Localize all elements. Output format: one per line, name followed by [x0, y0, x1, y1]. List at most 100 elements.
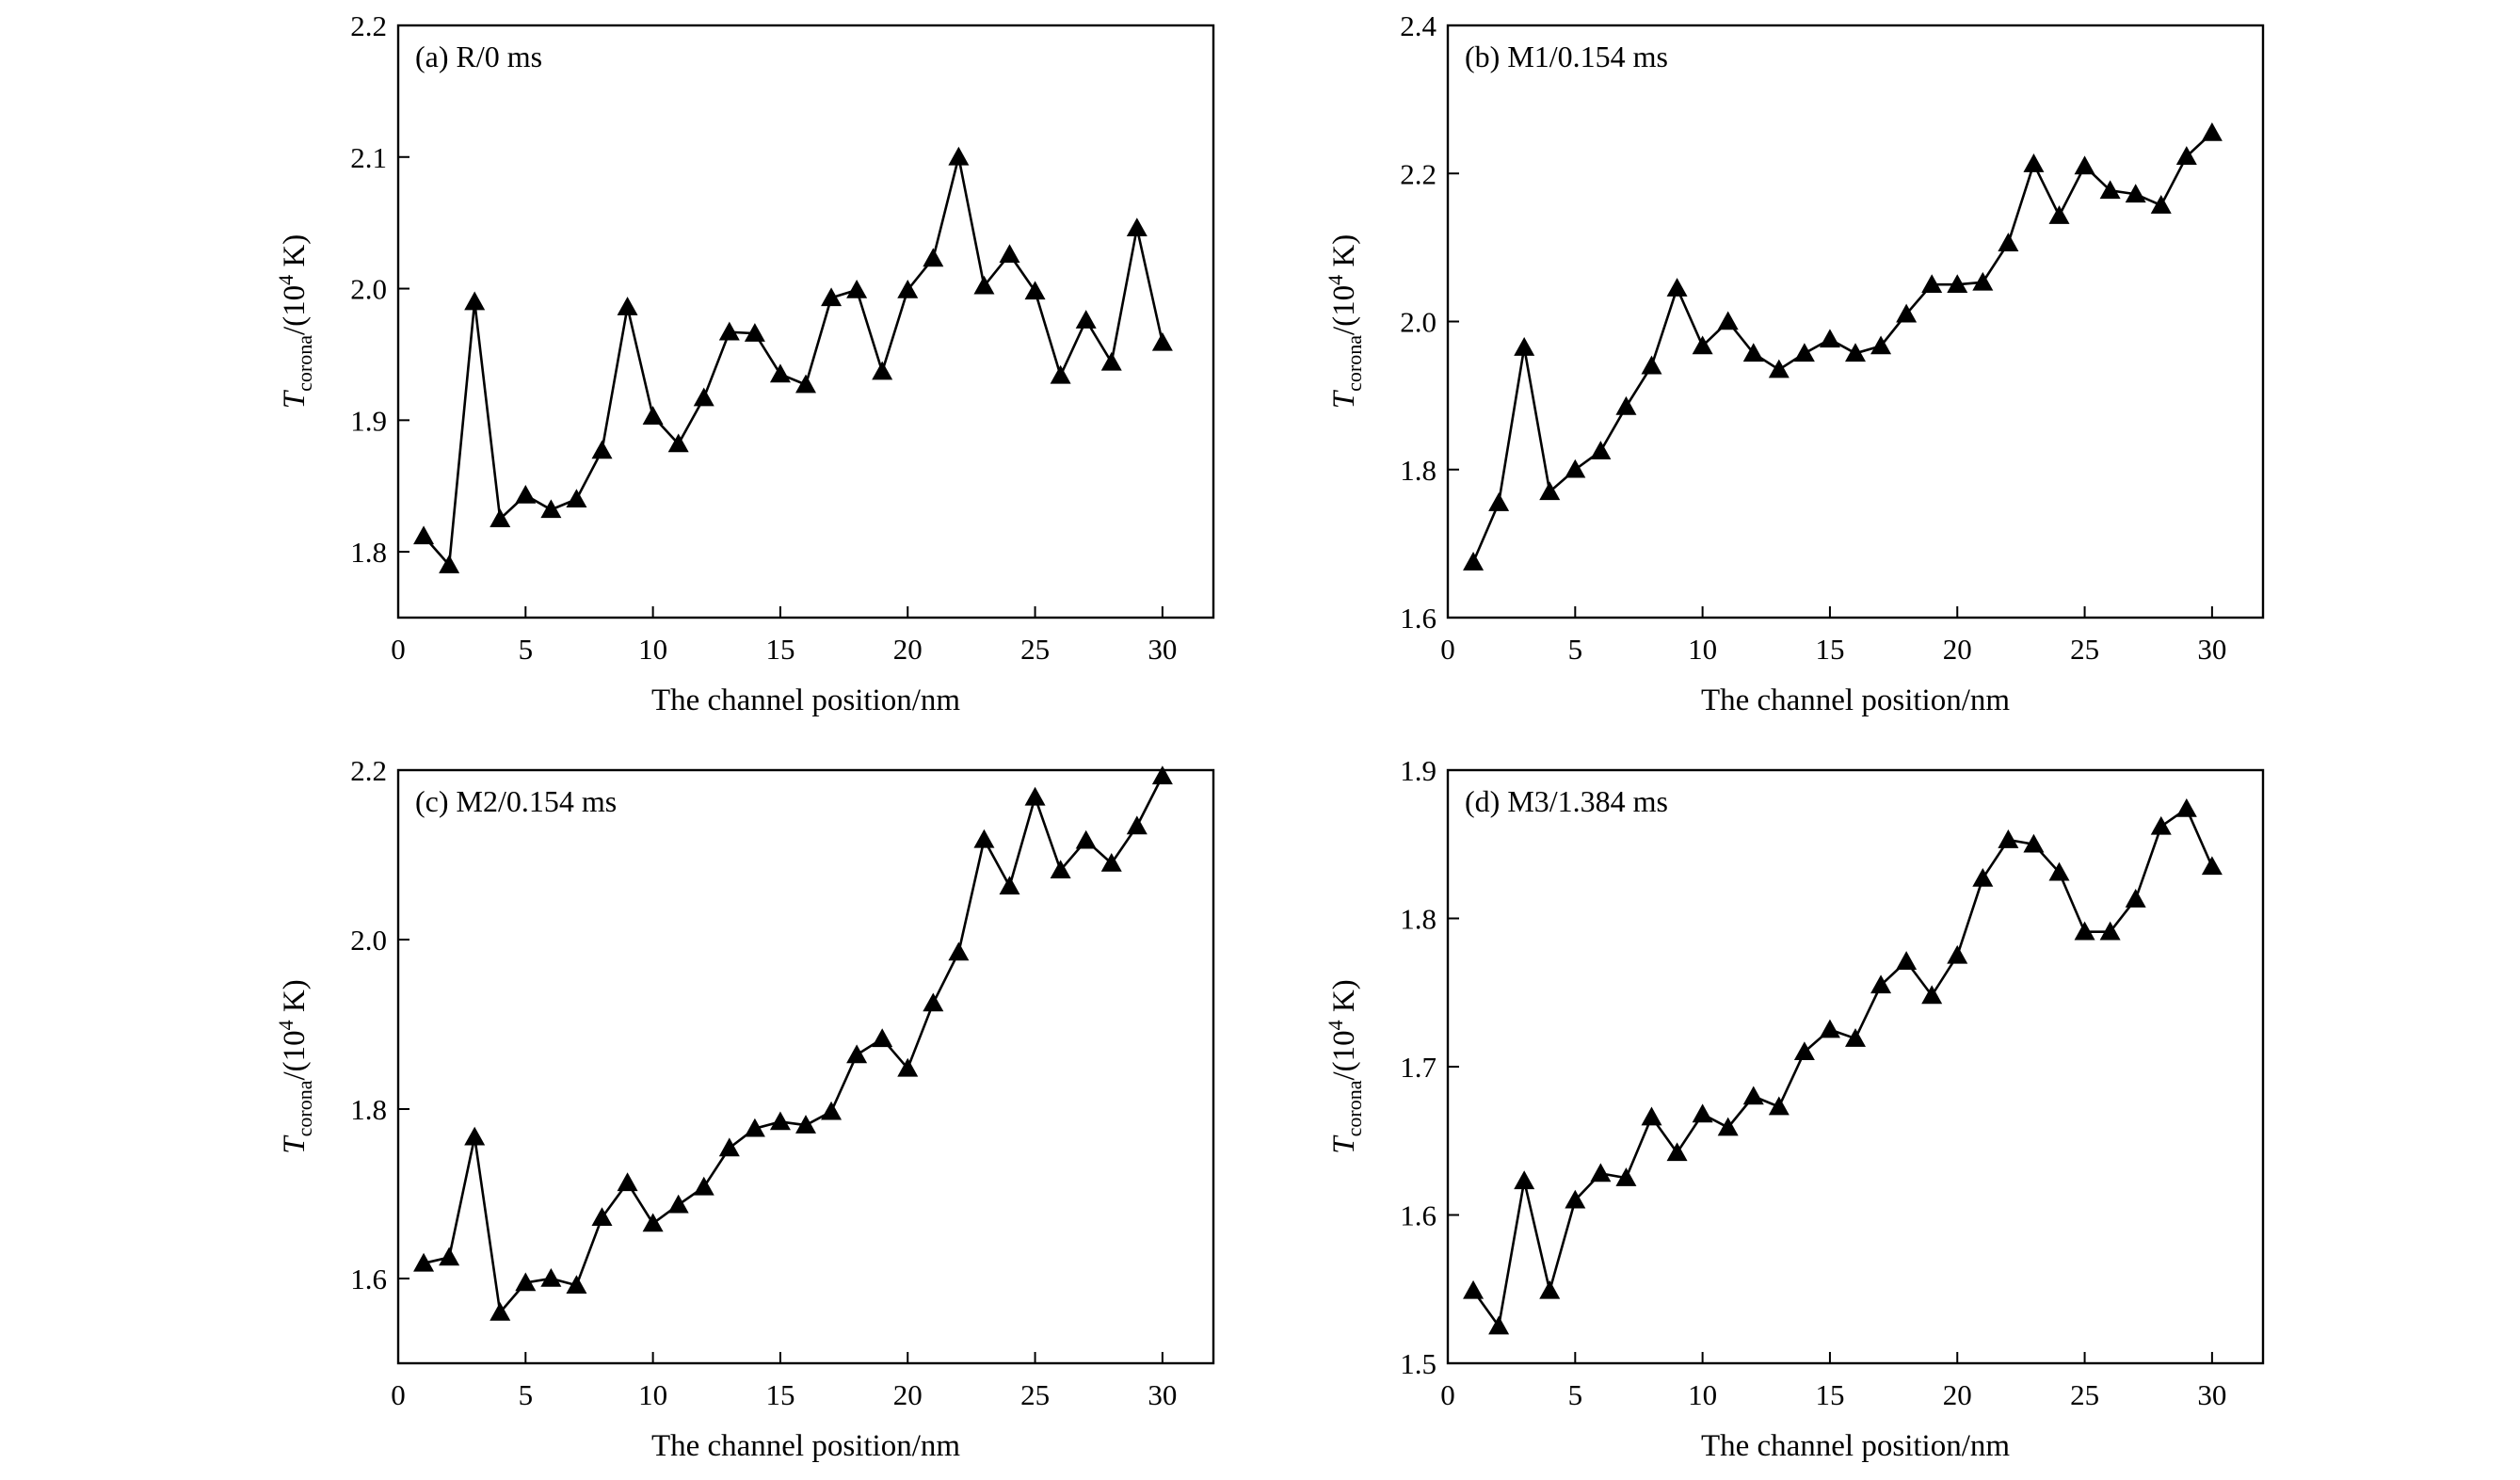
data-point — [821, 287, 843, 307]
y-tick-label: 1.6 — [1400, 602, 1437, 635]
panel-title: (c) M2/0.154 ms — [415, 784, 617, 818]
data-point — [769, 1111, 791, 1131]
y-label-superscript: 4 — [1324, 1020, 1347, 1030]
y-axis-label: Tcorona/(104 K) — [274, 234, 316, 409]
data-point — [1947, 944, 1968, 964]
data-point — [999, 876, 1020, 895]
data-point — [1717, 311, 1739, 330]
data-point — [2099, 180, 2121, 200]
data-point — [1692, 1103, 1713, 1123]
data-point — [2175, 797, 2197, 817]
data-point — [439, 555, 460, 573]
y-label-subscript: corona — [293, 335, 316, 392]
data-point — [2074, 155, 2095, 175]
y-label-unit: /(10 — [1327, 285, 1361, 335]
x-tick-label: 25 — [2070, 1378, 2099, 1411]
x-tick-label: 20 — [1943, 1378, 1972, 1411]
chart-panel: 0 5 10 15 20 25 30 1.6 1.8 2.0 2.2 2.4 (b) M1/0.154 … — [1324, 9, 2265, 717]
chart-panel: 0 5 10 15 20 25 30 1.8 1.9 2.0 2.1 2.2 (a) R/0 ms The… — [274, 9, 1215, 717]
data-point — [667, 433, 689, 453]
x-tick-label: 0 — [1440, 633, 1455, 666]
data-point — [413, 525, 435, 545]
data-point — [1666, 278, 1688, 297]
data-point — [1463, 552, 1485, 571]
data-point — [846, 1044, 868, 1064]
data-point — [744, 1118, 765, 1137]
data-point — [795, 374, 816, 394]
y-label-symbol: T — [1327, 389, 1361, 409]
data-point — [1615, 1167, 1637, 1186]
data-point — [821, 1101, 843, 1120]
x-tick-label: 10 — [1688, 633, 1717, 666]
data-point — [1742, 1086, 1764, 1105]
x-tick-label: 30 — [2197, 1378, 2226, 1411]
data-line — [423, 775, 1164, 1316]
data-point — [1896, 951, 1918, 970]
y-label-symbol: T — [278, 1134, 312, 1154]
x-tick-label: 15 — [1815, 1378, 1844, 1411]
x-tick-label: 10 — [638, 633, 667, 666]
data-point — [540, 499, 562, 519]
data-point — [897, 1057, 919, 1077]
y-tick-label: 1.8 — [1400, 454, 1437, 487]
data-line — [423, 156, 1164, 569]
data-point — [2099, 921, 2121, 941]
y-axis-label: Tcorona/(104 K) — [274, 979, 316, 1153]
data-point — [1514, 337, 1535, 356]
data-point — [795, 1115, 816, 1134]
data-point — [1641, 355, 1662, 375]
data-point — [1151, 331, 1173, 351]
chart-panel: 0 5 10 15 20 25 30 1.6 1.8 2.0 2.2 (c) M2/0.154 ms T… — [274, 754, 1215, 1463]
plot-frame — [396, 24, 1215, 619]
y-label-unit-end: K) — [278, 979, 312, 1020]
data-point — [515, 1272, 537, 1292]
x-tick-label: 5 — [519, 1378, 534, 1411]
data-point — [1768, 1096, 1790, 1116]
data-point — [718, 1137, 740, 1157]
y-label-unit-end: K) — [1327, 979, 1361, 1020]
y-label-symbol: T — [1327, 1134, 1361, 1154]
data-point — [693, 387, 714, 407]
chart-panel: 0 5 10 15 20 25 30 1.5 1.6 1.7 1.8 1.9 (d) M3/1.384 … — [1324, 754, 2265, 1463]
data-point — [1590, 441, 1612, 459]
data-point — [1819, 1019, 1840, 1038]
plot-frame — [1446, 24, 2265, 619]
y-label-unit: /(10 — [278, 285, 312, 335]
data-point — [1870, 974, 1892, 994]
data-point — [464, 1126, 486, 1146]
data-point — [1126, 815, 1148, 835]
data-point — [2125, 889, 2146, 908]
x-tick-label: 10 — [638, 1378, 667, 1411]
y-label-subscript: corona — [293, 1080, 316, 1136]
data-point — [540, 1268, 562, 1287]
x-tick-label: 5 — [1568, 1378, 1583, 1411]
x-tick-label: 20 — [1943, 633, 1972, 666]
data-point — [872, 361, 893, 380]
data-point — [617, 297, 638, 315]
y-tick-label: 2.0 — [350, 273, 387, 306]
data-point — [490, 1302, 511, 1321]
y-tick-label: 2.0 — [350, 924, 387, 957]
x-tick-label: 20 — [893, 633, 923, 666]
data-point — [1126, 217, 1148, 237]
y-tick-label: 2.0 — [1400, 306, 1437, 339]
y-axis-label: Tcorona/(104 K) — [1324, 979, 1366, 1153]
data-point — [1896, 303, 1918, 323]
y-tick-label: 2.2 — [350, 754, 387, 787]
data-point — [642, 406, 664, 425]
data-point — [1717, 1117, 1739, 1136]
data-point — [1050, 364, 1071, 384]
y-tick-label: 1.9 — [350, 404, 387, 437]
y-tick-label: 1.6 — [350, 1263, 387, 1295]
data-point — [617, 1172, 638, 1192]
data-point — [1819, 329, 1840, 348]
data-point — [948, 146, 970, 166]
data-point — [1075, 310, 1097, 329]
y-tick-label: 1.9 — [1400, 754, 1437, 787]
data-point — [2150, 195, 2172, 214]
x-tick-label: 0 — [391, 1378, 406, 1411]
y-label-unit-end: K) — [278, 234, 312, 275]
data-point — [846, 279, 868, 298]
